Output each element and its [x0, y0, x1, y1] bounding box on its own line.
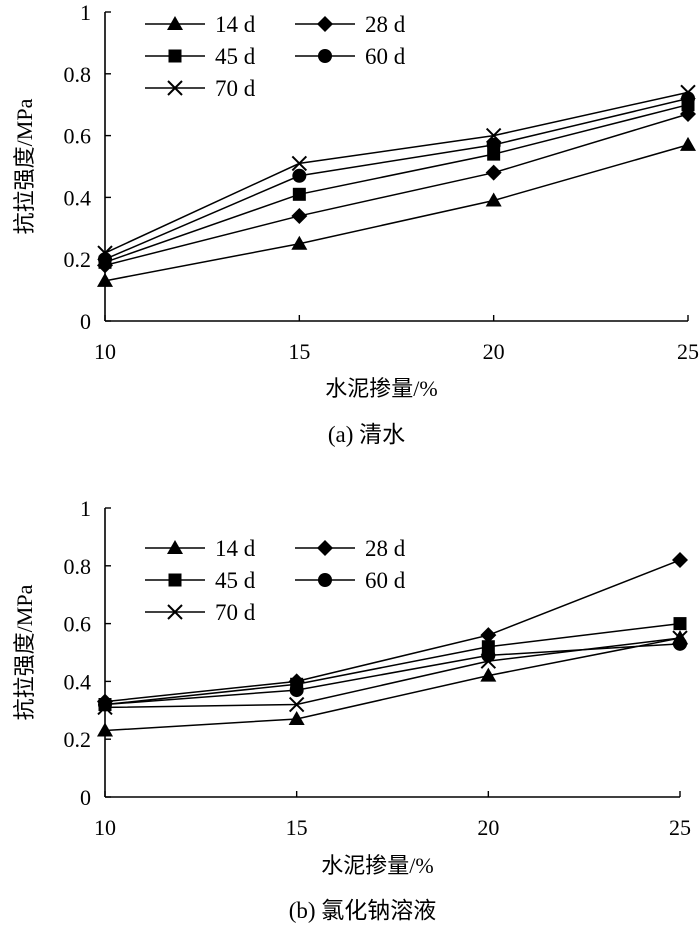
legend-label: 45 d [215, 44, 256, 69]
legend-marker [167, 540, 183, 554]
panel-caption: (b) 氯化钠溶液 [289, 898, 437, 923]
legend-label: 28 d [365, 12, 406, 37]
data-point [97, 699, 113, 716]
y-tick-label: 1 [80, 0, 91, 25]
data-point [97, 272, 113, 287]
panel-caption: (a) 清水 [328, 422, 405, 447]
series-60d [98, 91, 695, 267]
data-point [480, 627, 497, 644]
series-70d [97, 630, 688, 716]
data-point [97, 245, 113, 261]
legend-marker [167, 16, 183, 30]
y-tick-label: 0.4 [64, 185, 92, 210]
x-tick-label: 25 [677, 339, 699, 364]
data-point [98, 697, 112, 712]
data-point [289, 683, 304, 698]
y-axis-title: 抗拉强度/MPa [12, 584, 37, 720]
series-45d [98, 98, 695, 269]
data-point [291, 207, 308, 224]
legend-marker [167, 604, 183, 620]
legend-label: 28 d [365, 536, 406, 561]
data-point [291, 155, 308, 172]
legend-marker [317, 16, 333, 32]
x-tick-label: 15 [288, 339, 310, 364]
data-point [292, 187, 306, 201]
data-point [673, 617, 687, 631]
legend-label: 14 d [215, 12, 256, 37]
legend-marker [318, 573, 332, 587]
legend: 14 d 28 d 45 d 60 d 70 d [145, 12, 406, 101]
legend-label: 60 d [365, 568, 406, 593]
legend-marker [318, 49, 332, 63]
series-line [104, 113, 689, 267]
data-point [485, 127, 502, 144]
series-28d [97, 105, 696, 274]
legend-marker [317, 540, 333, 556]
data-point [291, 235, 308, 250]
data-point [97, 722, 113, 737]
x-tick-label: 10 [94, 815, 116, 840]
y-tick-label: 0.4 [64, 669, 92, 694]
x-axis-title: 水泥掺量/% [325, 376, 437, 401]
data-point [672, 630, 688, 646]
legend-label: 70 d [215, 76, 256, 101]
legend-marker [168, 49, 182, 63]
data-point [480, 653, 497, 669]
series-line [104, 637, 681, 732]
x-tick-label: 10 [94, 339, 116, 364]
series-line [104, 622, 681, 706]
panel-b-cement-nacl: 0 0.2 0.4 0.6 0.8 1 10 15 20 25 水泥掺量/% 抗拉强度/MPa (b) … [12, 496, 691, 923]
data-point [485, 164, 502, 181]
series-line [104, 144, 689, 282]
legend-marker [168, 573, 182, 587]
x-tick-label: 25 [669, 815, 691, 840]
y-tick-label: 0.6 [64, 124, 92, 149]
series-70d [97, 84, 696, 261]
legend: 14 d 28 d 45 d 60 d 70 d [145, 536, 406, 625]
panel-a-cement-water: 0 0.2 0.4 0.6 0.8 1 10 15 20 25 水泥掺量/% 抗拉强度/MPa (a) … [12, 0, 699, 447]
x-axis-title: 水泥掺量/% [321, 853, 433, 878]
data-point [680, 84, 696, 101]
legend-label: 70 d [215, 600, 256, 625]
series-line [104, 103, 689, 263]
legend-label: 14 d [215, 536, 256, 561]
data-point [480, 667, 497, 682]
data-point [486, 137, 501, 152]
y-tick-label: 0.8 [64, 62, 92, 87]
y-tick-label: 1 [80, 496, 91, 521]
x-tick-label: 20 [483, 339, 505, 364]
series-line [104, 97, 689, 260]
legend-label: 60 d [365, 44, 406, 69]
series-line [104, 637, 681, 709]
y-tick-label: 0.6 [64, 612, 92, 637]
series-line [104, 559, 681, 703]
y-axis-title: 抗拉强度/MPa [12, 98, 37, 234]
data-point [292, 168, 307, 183]
data-point [680, 136, 696, 151]
x-tick-label: 15 [286, 815, 308, 840]
y-tick-label: 0 [80, 309, 91, 334]
x-tick-label: 20 [477, 815, 499, 840]
data-point [288, 696, 305, 713]
y-tick-label: 0.2 [64, 247, 92, 272]
series-14d [97, 136, 696, 287]
data-point [288, 710, 305, 725]
y-tick-label: 0.2 [64, 727, 92, 752]
y-tick-label: 0 [80, 785, 91, 810]
y-tick-label: 0.8 [64, 554, 92, 579]
data-point [672, 552, 688, 569]
series-line [104, 91, 689, 254]
legend-label: 45 d [215, 568, 256, 593]
data-point [485, 192, 502, 207]
legend-marker [167, 80, 183, 96]
